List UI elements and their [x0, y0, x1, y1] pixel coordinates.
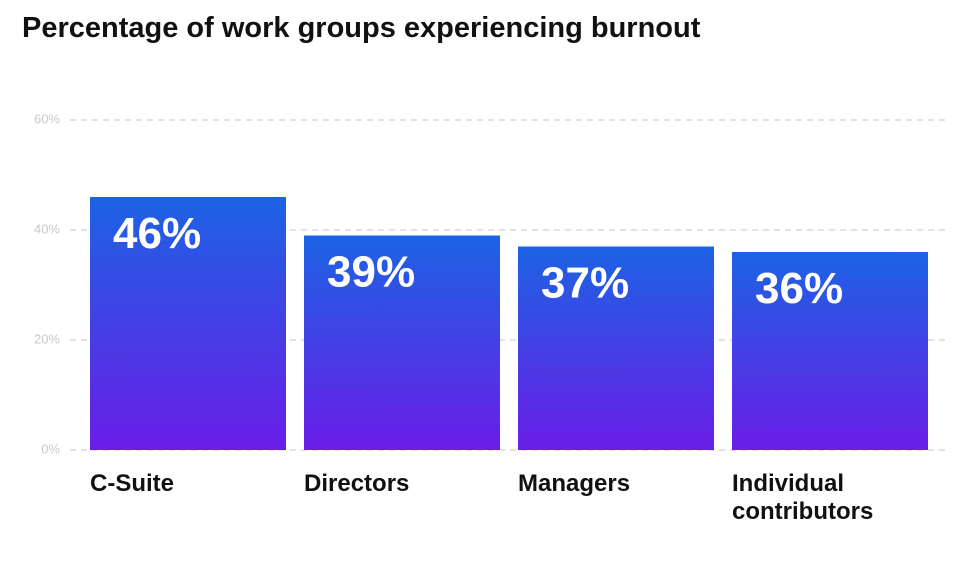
x-tick-label: Managers — [518, 470, 631, 497]
chart-title: Percentage of work groups experiencing b… — [22, 12, 701, 44]
x-tick-label: Individual contributors — [732, 470, 874, 525]
bar — [518, 246, 714, 450]
x-tick-label: Directors — [304, 470, 410, 497]
y-tick-label: 0% — [41, 441, 60, 456]
x-tick-label: C-Suite — [90, 470, 174, 497]
bar — [304, 235, 500, 450]
bar — [732, 252, 928, 450]
y-tick-label: 40% — [34, 221, 60, 236]
value-label: 36% — [755, 264, 843, 313]
y-tick-label: 20% — [34, 331, 60, 346]
value-label: 37% — [541, 259, 629, 308]
value-label: 39% — [327, 248, 415, 297]
value-label: 46% — [113, 209, 201, 258]
bar — [90, 197, 286, 450]
y-tick-label: 60% — [34, 111, 60, 126]
